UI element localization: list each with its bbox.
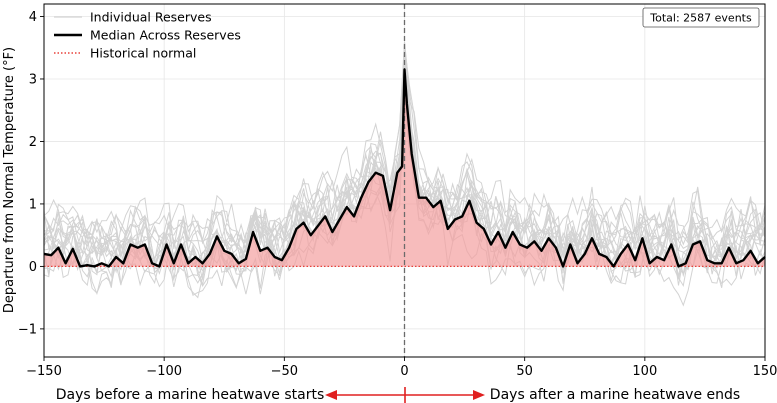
x-tick-label: −100 (146, 364, 182, 379)
total-events-box: Total: 2587 events (642, 7, 760, 28)
total-events-label: Total: 2587 events (649, 12, 752, 25)
legend: Individual Reserves Median Across Reserv… (54, 10, 241, 61)
y-ticks: −1 0 1 2 3 4 (18, 10, 44, 337)
x-tick-label: 0 (400, 364, 408, 379)
y-tick-label: −1 (18, 322, 37, 337)
individual-reserve-line (43, 41, 766, 287)
y-tick-label: 3 (29, 72, 37, 87)
x-tick-label: −150 (26, 364, 62, 379)
x-ticks: −150 −100 −50 0 50 100 150 (26, 357, 777, 379)
y-tick-label: 2 (29, 135, 37, 150)
days-after-label: Days after a marine heatwave ends (490, 387, 740, 403)
y-tick-label: 0 (29, 260, 37, 275)
median-line (43, 68, 766, 268)
y-tick-label: 1 (29, 197, 37, 212)
x-tick-label: 100 (632, 364, 657, 379)
legend-label-individual: Individual Reserves (90, 10, 212, 25)
legend-label-median: Median Across Reserves (90, 28, 241, 43)
x-tick-label: 150 (753, 364, 777, 379)
x-tick-label: 50 (516, 364, 533, 379)
double-arrow-icon (325, 387, 485, 403)
legend-label-normal: Historical normal (90, 46, 196, 61)
y-axis-label: Departure from Normal Temperature (°F) (2, 47, 17, 313)
y-tick-label: 4 (29, 10, 37, 25)
days-before-label: Days before a marine heatwave starts (56, 387, 325, 403)
x-tick-label: −50 (271, 364, 298, 379)
